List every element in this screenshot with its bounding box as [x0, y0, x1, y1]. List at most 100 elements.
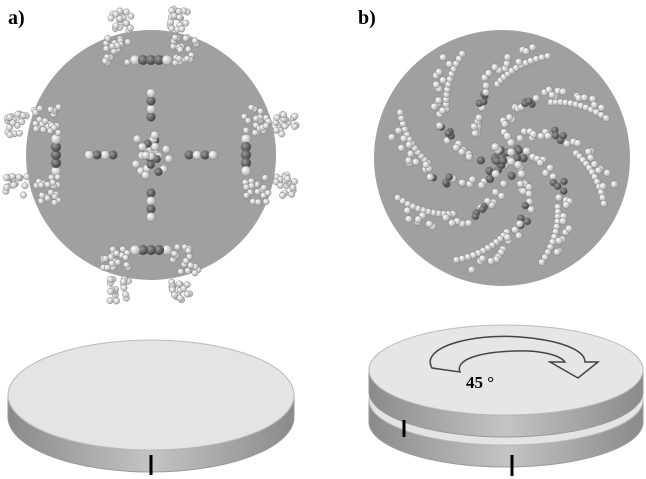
atom [407, 150, 414, 157]
atom [245, 118, 251, 124]
atom [452, 144, 459, 151]
atom [544, 132, 551, 139]
atom [54, 174, 60, 180]
atom [147, 97, 156, 106]
atom [142, 151, 150, 159]
atom [51, 125, 57, 131]
atom [142, 171, 150, 179]
disk [8, 340, 294, 475]
atom [171, 250, 177, 256]
atom [241, 166, 251, 176]
atom [478, 182, 485, 189]
atom [109, 260, 115, 266]
atom [515, 232, 522, 239]
atom [574, 140, 581, 147]
atom [530, 131, 537, 138]
atom [123, 9, 129, 15]
atom [491, 64, 498, 71]
atom [252, 130, 258, 136]
atom [533, 95, 540, 102]
atom [465, 220, 472, 227]
atom [518, 170, 526, 178]
atom [122, 291, 128, 297]
atom [107, 276, 113, 282]
atom [435, 68, 442, 75]
atom [554, 183, 561, 190]
atom [167, 19, 173, 25]
atom [459, 50, 466, 57]
atom [591, 101, 598, 108]
atom [47, 106, 53, 112]
atom [292, 113, 298, 119]
atom [587, 154, 594, 161]
atom [38, 198, 44, 204]
atom [40, 127, 46, 133]
atom [176, 55, 182, 61]
atom [122, 255, 128, 261]
atom [243, 192, 249, 198]
atom [263, 123, 269, 129]
atom [394, 194, 401, 201]
atom [19, 119, 25, 125]
atom [442, 179, 449, 186]
atom [544, 53, 551, 60]
atom [183, 20, 189, 26]
atom [38, 182, 44, 188]
atom [263, 198, 269, 204]
atom [178, 268, 184, 274]
atom [487, 258, 494, 265]
atom [565, 225, 572, 232]
atom [453, 256, 460, 263]
atom [168, 25, 174, 31]
atom [147, 113, 156, 122]
atom [279, 192, 285, 198]
atom [33, 126, 39, 132]
atom [435, 97, 442, 104]
atom [405, 157, 412, 164]
atom [504, 234, 511, 241]
atom [492, 170, 500, 178]
atom [193, 151, 202, 160]
atom [113, 250, 119, 256]
atom [93, 151, 102, 160]
atom [503, 132, 511, 140]
atom [529, 44, 536, 51]
atom [32, 109, 38, 115]
atom [563, 140, 570, 147]
atom [16, 130, 22, 136]
atom [11, 182, 17, 188]
atom [209, 151, 218, 160]
atom [604, 169, 611, 176]
atom [179, 26, 185, 32]
atom [192, 38, 198, 44]
atom [555, 237, 562, 244]
atom [466, 153, 473, 160]
atom [559, 218, 566, 225]
atom [133, 135, 141, 143]
atom [172, 34, 178, 40]
atom [595, 167, 602, 174]
atom [107, 288, 113, 294]
atom [155, 168, 163, 176]
atom [482, 82, 489, 89]
atom [104, 35, 110, 41]
atom [504, 54, 511, 61]
atom [147, 189, 156, 198]
atom [16, 174, 22, 180]
atom [554, 248, 561, 255]
atom [253, 115, 259, 121]
atom [507, 157, 515, 165]
atom [85, 151, 94, 160]
atom [459, 179, 466, 186]
atom [388, 134, 395, 141]
atom [151, 131, 159, 139]
atom [48, 189, 54, 195]
atom [22, 182, 28, 188]
atom [288, 191, 294, 197]
atom [257, 108, 263, 114]
atom [507, 148, 515, 156]
atom [184, 291, 190, 297]
atom [243, 127, 249, 133]
atom [555, 194, 562, 201]
atom [516, 220, 523, 227]
